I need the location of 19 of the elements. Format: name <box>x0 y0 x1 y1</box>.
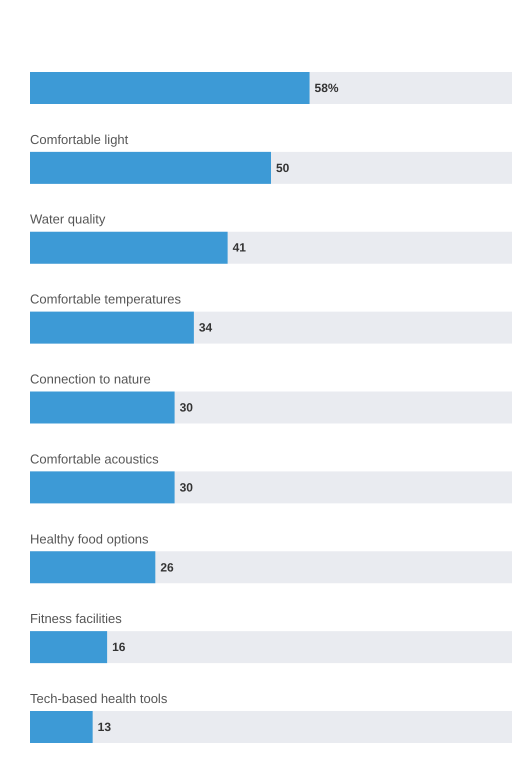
data-label: 58% <box>314 80 339 95</box>
bar <box>30 711 93 744</box>
bar <box>30 631 108 664</box>
data-label: 41 <box>232 240 246 255</box>
y-tick-label: Healthy food options <box>30 531 150 546</box>
y-tick-label: Comfortable acoustics <box>30 451 160 466</box>
y-tick-label: Comfortable light <box>30 132 129 147</box>
data-label: 30 <box>180 400 194 414</box>
data-label: 30 <box>180 480 194 494</box>
data-label: 13 <box>98 720 112 734</box>
y-tick-label: Comfortable temperatures <box>30 292 182 307</box>
y-tick-label: Tech-based health tools <box>30 691 168 706</box>
y-tick-label: Connection to nature <box>30 372 151 386</box>
data-label: 34 <box>198 320 213 335</box>
data-label: 50 <box>276 160 290 175</box>
y-tick-label: Water quality <box>30 212 106 227</box>
y-tick-label: Fitness facilities <box>30 611 122 626</box>
data-label: 26 <box>160 560 174 574</box>
data-label: 16 <box>112 640 126 654</box>
